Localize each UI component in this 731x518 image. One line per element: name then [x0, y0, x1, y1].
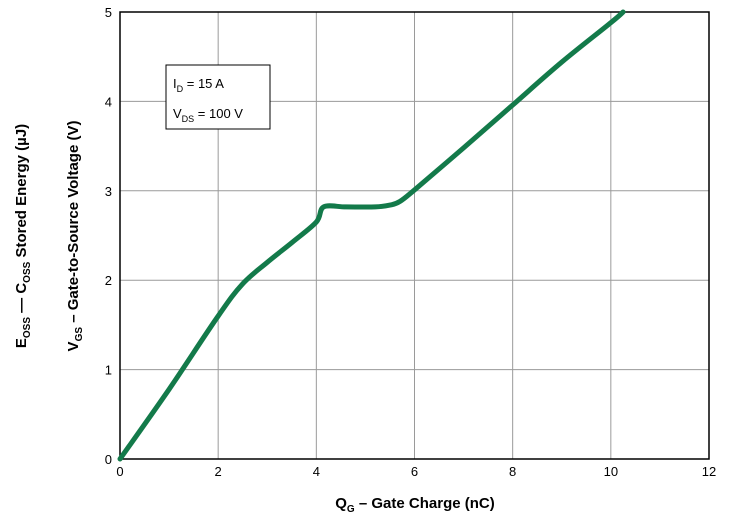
grid-lines: [120, 12, 709, 459]
plot-frame: [119, 11, 710, 460]
y-tick-label: 0: [105, 452, 112, 467]
annotation-vds: VDS = 100 V: [173, 106, 243, 124]
x-tick-label: 2: [215, 464, 222, 479]
x-tick-label: 4: [313, 464, 320, 479]
x-tick-label: 8: [509, 464, 516, 479]
x-tick-label: 6: [411, 464, 418, 479]
data-line-vgs-curve: [117, 9, 626, 462]
x-tick-label: 10: [604, 464, 618, 479]
y-tick-label: 4: [105, 94, 112, 109]
y-tick-label: 3: [105, 184, 112, 199]
y-tick-label: 1: [105, 363, 112, 378]
y-axis-title: VGS – Gate-to-Source Voltage (V): [65, 121, 85, 352]
x-tick-label: 0: [116, 464, 123, 479]
x-axis-title: QG – Gate Charge (nC): [335, 495, 494, 515]
y-axis-title-secondary: EOSS — COSS Stored Energy (µJ): [13, 124, 33, 348]
annotation-id: ID = 15 A: [173, 76, 224, 94]
y-tick-label: 5: [105, 5, 112, 20]
y-tick-label: 2: [105, 273, 112, 288]
x-tick-label: 12: [702, 464, 716, 479]
annotation-box: ID = 15 A VDS = 100 V: [165, 64, 271, 130]
